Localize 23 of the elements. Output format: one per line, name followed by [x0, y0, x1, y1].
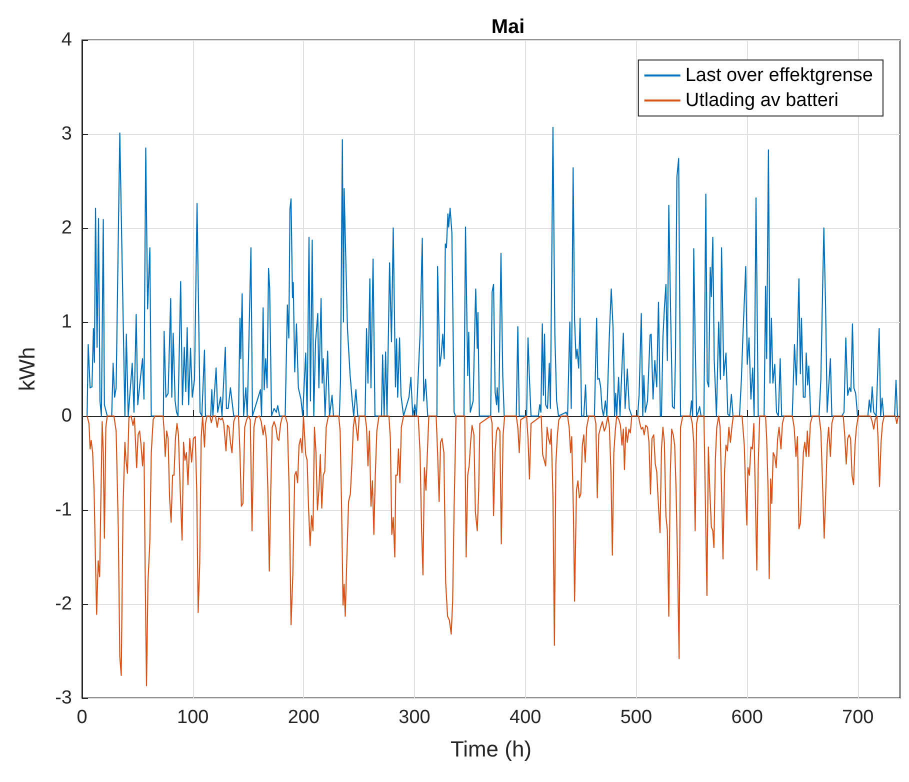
- x-tick-label: 200: [288, 707, 320, 728]
- y-tick-label: 1: [61, 312, 72, 332]
- legend-label: Last over effektgrense: [685, 65, 874, 86]
- y-tick-label: -1: [55, 500, 72, 520]
- line-series: [86, 415, 899, 686]
- chart-title: Mai: [491, 16, 525, 38]
- legend-label: Utlading av batteri: [685, 90, 839, 111]
- x-tick-label: 600: [731, 707, 763, 728]
- x-tick-label: 700: [842, 707, 874, 728]
- y-tick-label: -3: [55, 688, 72, 708]
- y-axis-title: kWh: [14, 347, 40, 391]
- y-tick-label: -2: [55, 594, 72, 614]
- y-tick-label: 2: [61, 218, 72, 238]
- line-series: [86, 126, 898, 417]
- x-tick-label: 0: [76, 707, 88, 728]
- x-axis-title: Time (h): [450, 736, 532, 762]
- x-tick-label: 300: [398, 707, 430, 728]
- x-tick-label: 500: [620, 707, 652, 728]
- y-tick-label: 4: [61, 30, 72, 50]
- x-tick-label: 400: [510, 707, 542, 728]
- y-tick-label: 0: [61, 406, 72, 426]
- y-tick-label: 3: [61, 124, 72, 144]
- x-tick-label: 100: [176, 707, 209, 728]
